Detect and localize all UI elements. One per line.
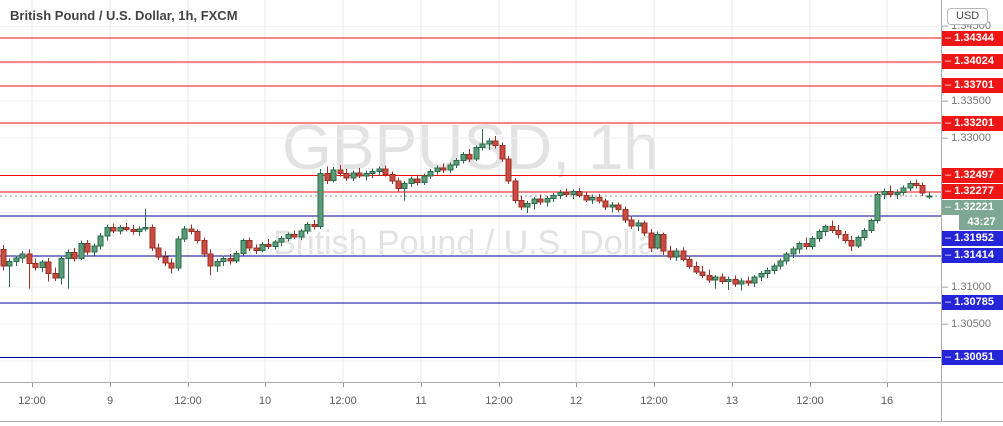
time-tick-label: 13: [725, 395, 739, 407]
support-price-label: – 1.30785: [942, 295, 1003, 311]
time-tick-mark: [810, 383, 811, 387]
price-tick-label: – 1.31000: [942, 280, 991, 293]
price-tick-label: – 1.30500: [942, 318, 991, 330]
time-tick-label: 12: [569, 395, 583, 407]
time-tick-mark: [265, 383, 266, 387]
time-axis[interactable]: 12:00 9 12:00 10 12:00 11 12:00 12 12:00 13 12:00 1…: [0, 382, 1003, 422]
resistance-price-label: – 1.34024: [942, 54, 1003, 70]
time-tick-mark: [421, 383, 422, 387]
time-tick-mark: [576, 383, 577, 387]
bar-countdown-label: 43:27: [959, 215, 1003, 231]
time-tick-label: 12:00: [485, 395, 513, 407]
time-tick-mark: [188, 383, 189, 387]
currency-toggle-button[interactable]: USD: [947, 8, 989, 25]
price-tick-label: – 1.33500: [942, 94, 991, 107]
support-price-label: – 1.31952: [942, 230, 1003, 246]
symbol-title: British Pound / U.S. Dollar, 1h, FXCM: [10, 8, 238, 23]
time-tick-label: 12:00: [796, 395, 824, 407]
time-tick-label: 12:00: [18, 395, 46, 407]
time-tick-label: 10: [258, 395, 272, 407]
current-price-label: – 1.32221: [942, 199, 1003, 215]
price-axis[interactable]: USD – 1.34500– 1.33500– 1.33000– 1.31000…: [941, 0, 1003, 382]
time-tick-label: 11: [415, 395, 427, 407]
candlestick-chart[interactable]: [0, 0, 941, 382]
time-tick-label: 12:00: [640, 395, 668, 407]
resistance-price-label: – 1.32497: [942, 167, 1003, 183]
resistance-price-label: – 1.34344: [942, 30, 1003, 46]
resistance-price-label: – 1.33201: [942, 115, 1003, 131]
price-tick-label: – 1.33000: [942, 132, 991, 144]
time-tick-label: 16: [880, 395, 894, 407]
resistance-price-label: – 1.32277: [942, 184, 1003, 200]
time-tick-mark: [654, 383, 655, 387]
time-tick-mark: [732, 383, 733, 387]
time-tick-label: 9: [106, 395, 114, 407]
time-tick-mark: [32, 383, 33, 387]
time-tick-mark: [499, 383, 500, 387]
support-price-label: – 1.30051: [942, 349, 1003, 365]
time-tick-mark: [343, 383, 344, 387]
time-tick-label: 12:00: [329, 395, 357, 407]
resistance-price-label: – 1.33701: [942, 78, 1003, 94]
time-tick-mark: [887, 383, 888, 387]
time-tick-label: 12:00: [174, 395, 202, 407]
axis-corner-separator: [941, 383, 942, 421]
time-tick-mark: [110, 383, 111, 387]
support-price-label: – 1.31414: [942, 248, 1003, 264]
